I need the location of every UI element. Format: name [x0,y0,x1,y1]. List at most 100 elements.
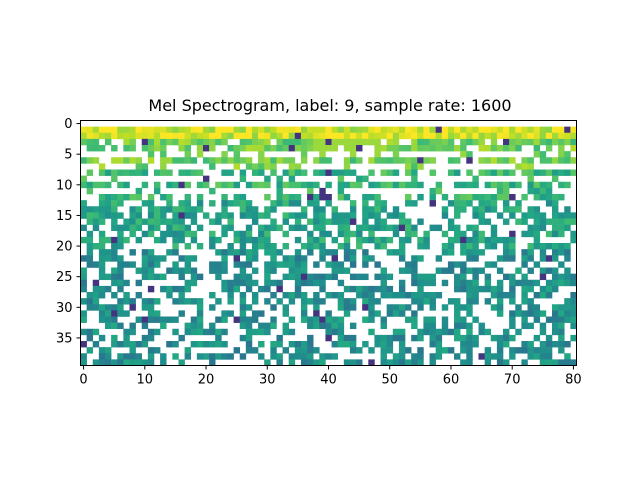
heatmap-cell [92,145,100,152]
heatmap-cell [325,230,332,238]
heatmap-cell [331,255,338,262]
heatmap-cell [307,138,314,146]
heatmap-cell [111,206,118,213]
heatmap-cell [496,181,504,189]
heatmap-cell [184,322,192,330]
heatmap-cell [111,304,118,311]
heatmap-cell [362,236,369,244]
heatmap-cell [325,132,332,140]
heatmap-cell [545,267,553,274]
heatmap-cell [117,169,124,176]
heatmap-cell [313,359,320,366]
heatmap-cell [411,169,418,176]
heatmap-cell [245,261,253,268]
heatmap-cell [258,310,265,317]
heatmap-cell [325,169,332,176]
heatmap-cell [172,138,179,146]
heatmap-cell [227,298,234,305]
heatmap-cell [147,261,155,268]
heatmap-cell [325,200,332,207]
heatmap-cell [380,200,387,207]
heatmap-cell [227,224,234,232]
heatmap-cell [441,347,449,354]
heatmap-cell [300,181,308,189]
heatmap-cell [221,212,228,219]
heatmap-cell [472,126,479,134]
heatmap-cell [276,279,283,287]
heatmap-cell [496,267,504,274]
heatmap-cell [313,243,320,250]
heatmap-cell [521,194,528,201]
heatmap-cell [172,236,179,244]
heatmap-cell [337,261,345,268]
heatmap-cell [282,255,289,262]
heatmap-cell [368,328,375,336]
heatmap-cell [184,261,192,268]
heatmap-cell [417,218,424,225]
heatmap-cell [331,138,338,146]
heatmap-cell [564,359,571,366]
heatmap-cell [92,138,100,146]
heatmap-cell [490,353,498,360]
heatmap-cell [160,353,167,360]
heatmap-cell [86,132,94,140]
heatmap-cell [478,194,485,201]
heatmap-cell [435,224,443,232]
heatmap-cell [307,322,314,330]
heatmap-cell [264,163,271,170]
heatmap-cell [264,230,271,238]
heatmap-cell [300,255,308,262]
heatmap-cell [227,169,234,176]
heatmap-cell [466,359,473,366]
heatmap-cell [117,194,124,201]
heatmap-cell [552,273,559,281]
heatmap-cell [251,169,259,176]
heatmap-cell [190,157,198,164]
heatmap-cell [104,212,112,219]
heatmap-cell [552,175,559,183]
heatmap-cell [276,249,283,256]
heatmap-cell [282,304,289,311]
heatmap-cell [300,316,308,323]
heatmap-cell [209,138,216,146]
heatmap-cell [258,212,265,219]
heatmap-cell [86,292,94,299]
heatmap-cell [429,359,436,366]
heatmap-cell [276,126,283,134]
heatmap-cell [190,132,198,140]
heatmap-cell [454,285,461,293]
heatmap-cell [245,328,253,336]
heatmap-cell [86,206,94,213]
heatmap-cell [509,353,516,360]
heatmap-cell [558,145,565,152]
heatmap-cell [564,273,571,281]
heatmap-cell [147,359,155,366]
heatmap-cell [319,187,326,195]
heatmap-cell [221,316,228,323]
heatmap-cell [135,359,143,366]
heatmap-cell [245,200,253,207]
heatmap-cell [111,175,118,183]
heatmap-cell [300,138,308,146]
heatmap-cell [233,255,241,262]
heatmap-cell [472,206,479,213]
heatmap-cell [123,181,130,189]
heatmap-cell [239,249,247,256]
heatmap-cell [441,328,449,336]
heatmap-cell [454,200,461,207]
heatmap-cell [509,334,516,342]
heatmap-cell [196,126,204,134]
heatmap-cell [184,230,192,238]
heatmap-cell [515,126,522,134]
heatmap-cell [362,126,369,134]
heatmap-cell [374,206,381,213]
heatmap-cell [288,359,296,366]
heatmap-cell [331,292,338,299]
heatmap-cell [264,145,271,152]
heatmap-cells [80,126,577,366]
heatmap-cell [221,285,228,293]
heatmap-cell [264,157,271,164]
heatmap-cell [202,138,210,146]
heatmap-cell [466,169,473,176]
heatmap-cell [484,169,492,176]
